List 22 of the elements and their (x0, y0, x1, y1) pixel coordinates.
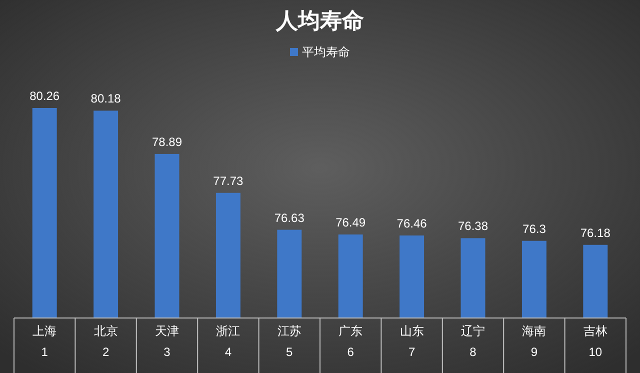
data-label: 77.73 (213, 174, 244, 188)
x-tick-label: 海南 9 (522, 324, 546, 359)
x-tick-label: 广东 6 (338, 324, 363, 359)
data-label: 76.46 (396, 216, 428, 230)
data-label: 76.49 (336, 215, 366, 230)
data-label: 76.3 (522, 222, 546, 236)
data-label: 78.89 (152, 134, 182, 149)
x-tick-label: 山东 7 (400, 324, 424, 359)
x-tick-label: 浙江 4 (216, 324, 240, 359)
x-tick-label: 辽宁 8 (461, 324, 485, 359)
data-label: 76.38 (458, 219, 488, 234)
x-tick-label: 江苏 5 (277, 324, 302, 359)
data-label: 76.63 (274, 210, 305, 225)
data-label: 80.18 (90, 92, 122, 106)
x-tick-label: 北京 2 (94, 324, 118, 359)
x-tick-label: 上海 1 (32, 324, 57, 359)
data-label: 76.18 (580, 226, 611, 240)
x-tick-label: 天津 3 (155, 324, 179, 359)
x-tick-label: 吉林 10 (583, 324, 608, 359)
legend-label: 平均寿命 (302, 45, 350, 59)
data-label: 80.26 (30, 89, 60, 103)
chart-title: 人均寿命 (275, 8, 364, 33)
